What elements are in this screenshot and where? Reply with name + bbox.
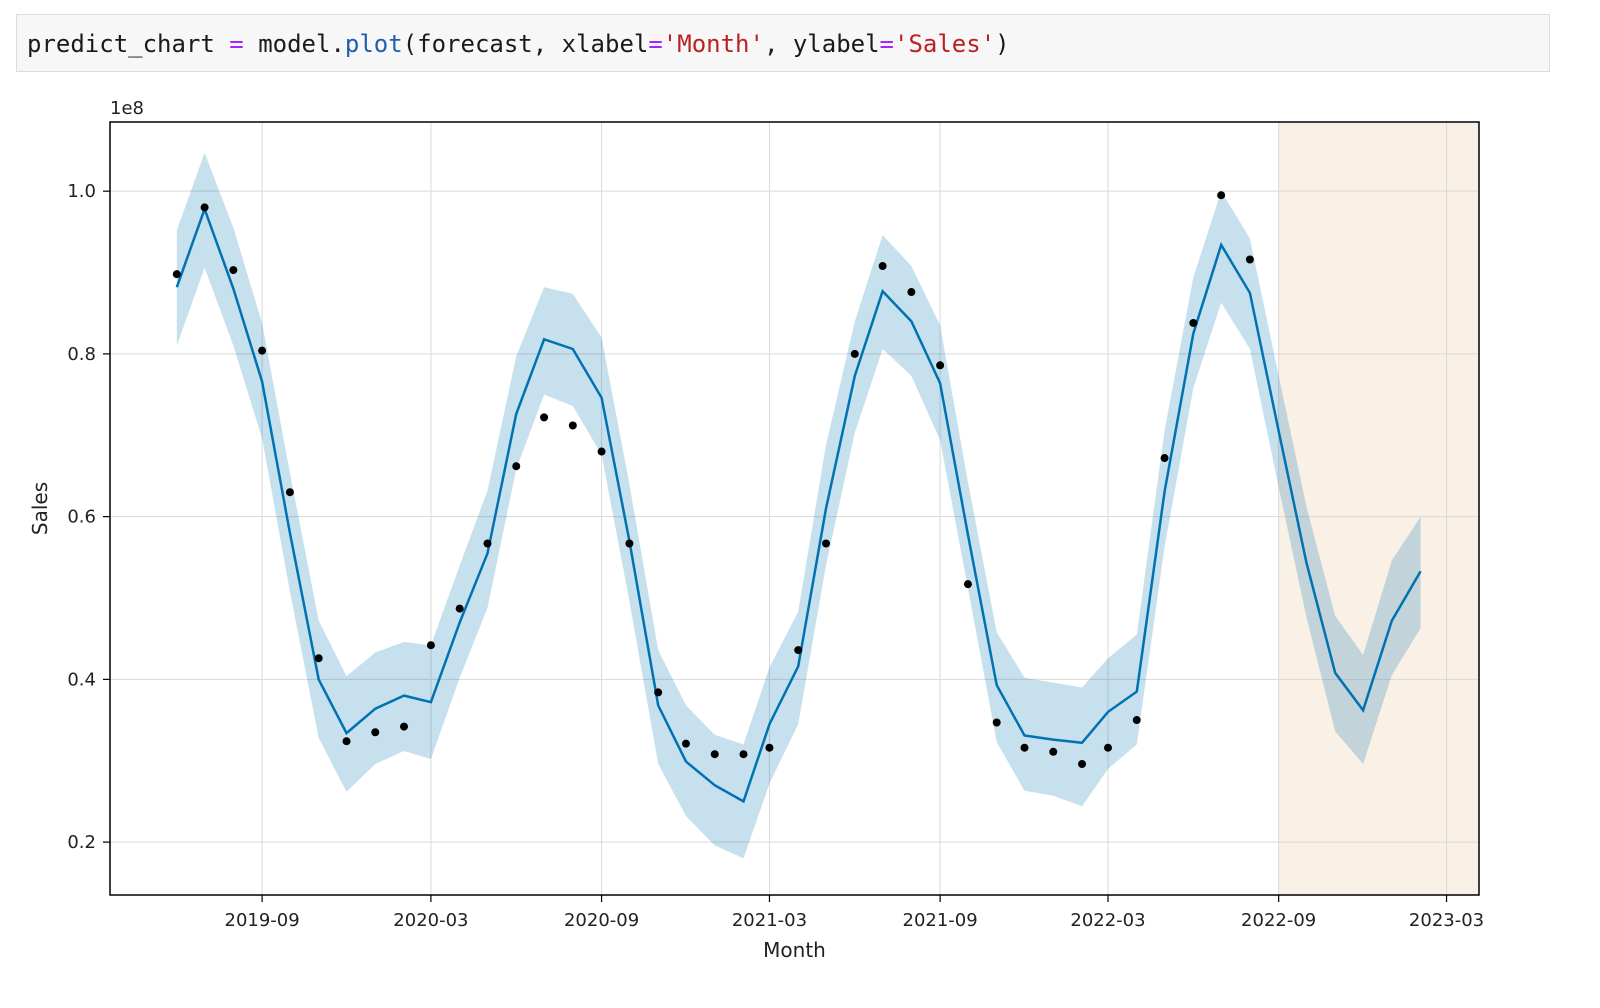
code-token: plot	[344, 30, 403, 58]
observed-point	[314, 654, 323, 663]
forecast-region	[1278, 122, 1479, 895]
observed-point	[963, 580, 972, 589]
observed-points	[172, 191, 1254, 768]
x-tick-label: 2023-03	[1409, 910, 1484, 931]
observed-point	[878, 262, 887, 271]
code-cell[interactable]: predict_chart = model.plot(forecast, xla…	[16, 14, 1550, 72]
y-axis-ticks: 0.2 0.4 0.6 0.8 1.0	[67, 181, 110, 853]
observed-point	[1049, 747, 1058, 756]
observed-point	[229, 266, 238, 275]
forecast-chart: 2019-09 2020-03 2020-09 2021-03 2021-09 2022-…	[28, 98, 1484, 962]
y-tick-label: 0.8	[67, 344, 96, 365]
x-tick-label: 2021-09	[903, 910, 978, 931]
observed-point	[1132, 716, 1141, 725]
observed-point	[625, 539, 634, 548]
code-token: (forecast, xlabel	[402, 30, 649, 58]
observed-point	[739, 750, 748, 759]
code-token: predict_chart	[27, 30, 230, 58]
x-tick-label: 2020-09	[564, 910, 639, 931]
x-axis-ticks: 2019-09 2020-03 2020-09 2021-03 2021-09 2022-…	[225, 895, 1484, 931]
observed-point	[1217, 191, 1226, 200]
observed-point	[681, 739, 690, 748]
observed-point	[426, 641, 435, 650]
observed-point	[936, 361, 945, 370]
x-tick-label: 2020-03	[393, 910, 468, 931]
x-tick-label: 2021-03	[732, 910, 807, 931]
code-token: model.	[243, 30, 345, 58]
y-tick-label: 0.4	[67, 669, 96, 690]
observed-point	[907, 288, 916, 297]
code-line: predict_chart = model.plot(forecast, xla…	[27, 29, 1010, 59]
code-token: =	[229, 30, 244, 58]
observed-point	[285, 488, 294, 497]
y-tick-label: 0.6	[67, 507, 96, 528]
plot-frame	[109, 121, 1480, 896]
observed-point	[992, 718, 1001, 727]
code-token: , ylabel	[763, 30, 880, 58]
observed-point	[200, 203, 209, 212]
observed-point	[568, 421, 577, 430]
x-tick-label: 2019-09	[225, 910, 300, 931]
x-axis-label: Month	[763, 938, 826, 962]
code-token: 'Month'	[662, 30, 764, 58]
observed-point	[400, 722, 409, 731]
observed-point	[455, 604, 464, 613]
observed-point	[765, 743, 774, 752]
y-axis-label: Sales	[28, 482, 52, 535]
y-tick-label: 1.0	[67, 181, 96, 202]
observed-point	[172, 270, 181, 279]
observed-point	[512, 462, 521, 471]
y-tick-label: 0.2	[67, 832, 96, 853]
observed-point	[1160, 454, 1169, 463]
code-token: )	[995, 30, 1010, 58]
observed-point	[1245, 255, 1254, 264]
observed-point	[483, 539, 492, 548]
x-tick-label: 2022-09	[1241, 910, 1316, 931]
observed-point	[1078, 759, 1087, 768]
observed-point	[710, 750, 719, 759]
observed-point	[371, 728, 380, 737]
grid	[110, 122, 1479, 895]
observed-point	[597, 447, 606, 456]
y-offset-label: 1e8	[110, 98, 144, 119]
x-tick-label: 2022-03	[1070, 910, 1145, 931]
observed-point	[342, 737, 351, 746]
observed-point	[1189, 318, 1198, 327]
forecast-line	[175, 205, 1422, 804]
uncertainty-band	[176, 152, 1421, 859]
observed-point	[654, 688, 663, 697]
observed-point	[540, 413, 549, 422]
code-token: =	[648, 30, 663, 58]
observed-point	[822, 539, 831, 548]
code-token: 'Sales'	[894, 30, 996, 58]
observed-point	[258, 346, 267, 355]
observed-point	[1020, 743, 1029, 752]
observed-point	[1103, 743, 1112, 752]
observed-point	[794, 646, 803, 655]
observed-point	[850, 349, 859, 358]
code-token: =	[879, 30, 894, 58]
